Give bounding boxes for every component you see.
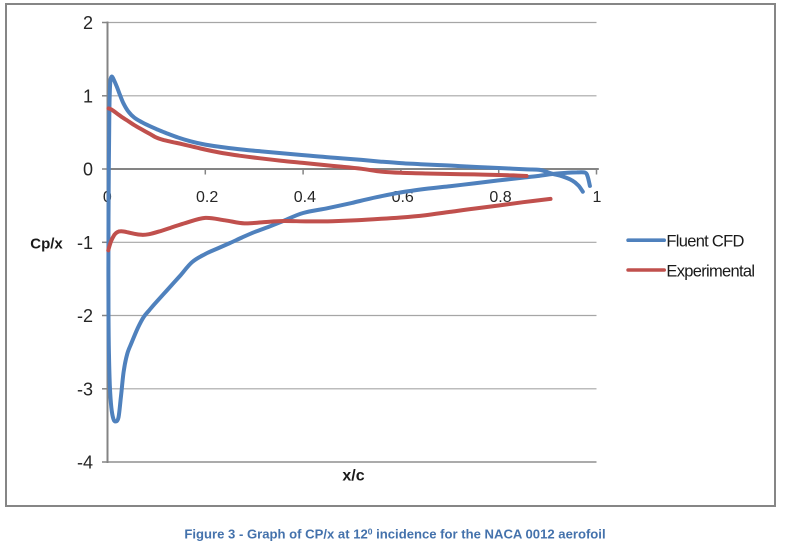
svg-text:-3: -3	[77, 379, 93, 399]
svg-text:x/c: x/c	[342, 468, 364, 485]
svg-text:0.8: 0.8	[489, 189, 511, 206]
svg-text:0.4: 0.4	[294, 189, 316, 206]
svg-text:0.2: 0.2	[196, 189, 218, 206]
svg-text:1: 1	[83, 86, 93, 106]
svg-text:0: 0	[83, 160, 93, 180]
svg-text:-4: -4	[77, 453, 93, 473]
svg-text:2: 2	[83, 13, 93, 33]
svg-text:Cp/x: Cp/x	[30, 236, 63, 253]
svg-text:Fluent CFD: Fluent CFD	[666, 233, 744, 251]
svg-text:Experimental: Experimental	[666, 262, 754, 280]
svg-text:1: 1	[593, 189, 602, 206]
svg-text:-1: -1	[77, 233, 93, 253]
svg-text:-2: -2	[77, 306, 93, 326]
svg-text:Figure 3 - Graph of CP/x at 12: Figure 3 - Graph of CP/x at 120 incidenc…	[184, 526, 605, 541]
